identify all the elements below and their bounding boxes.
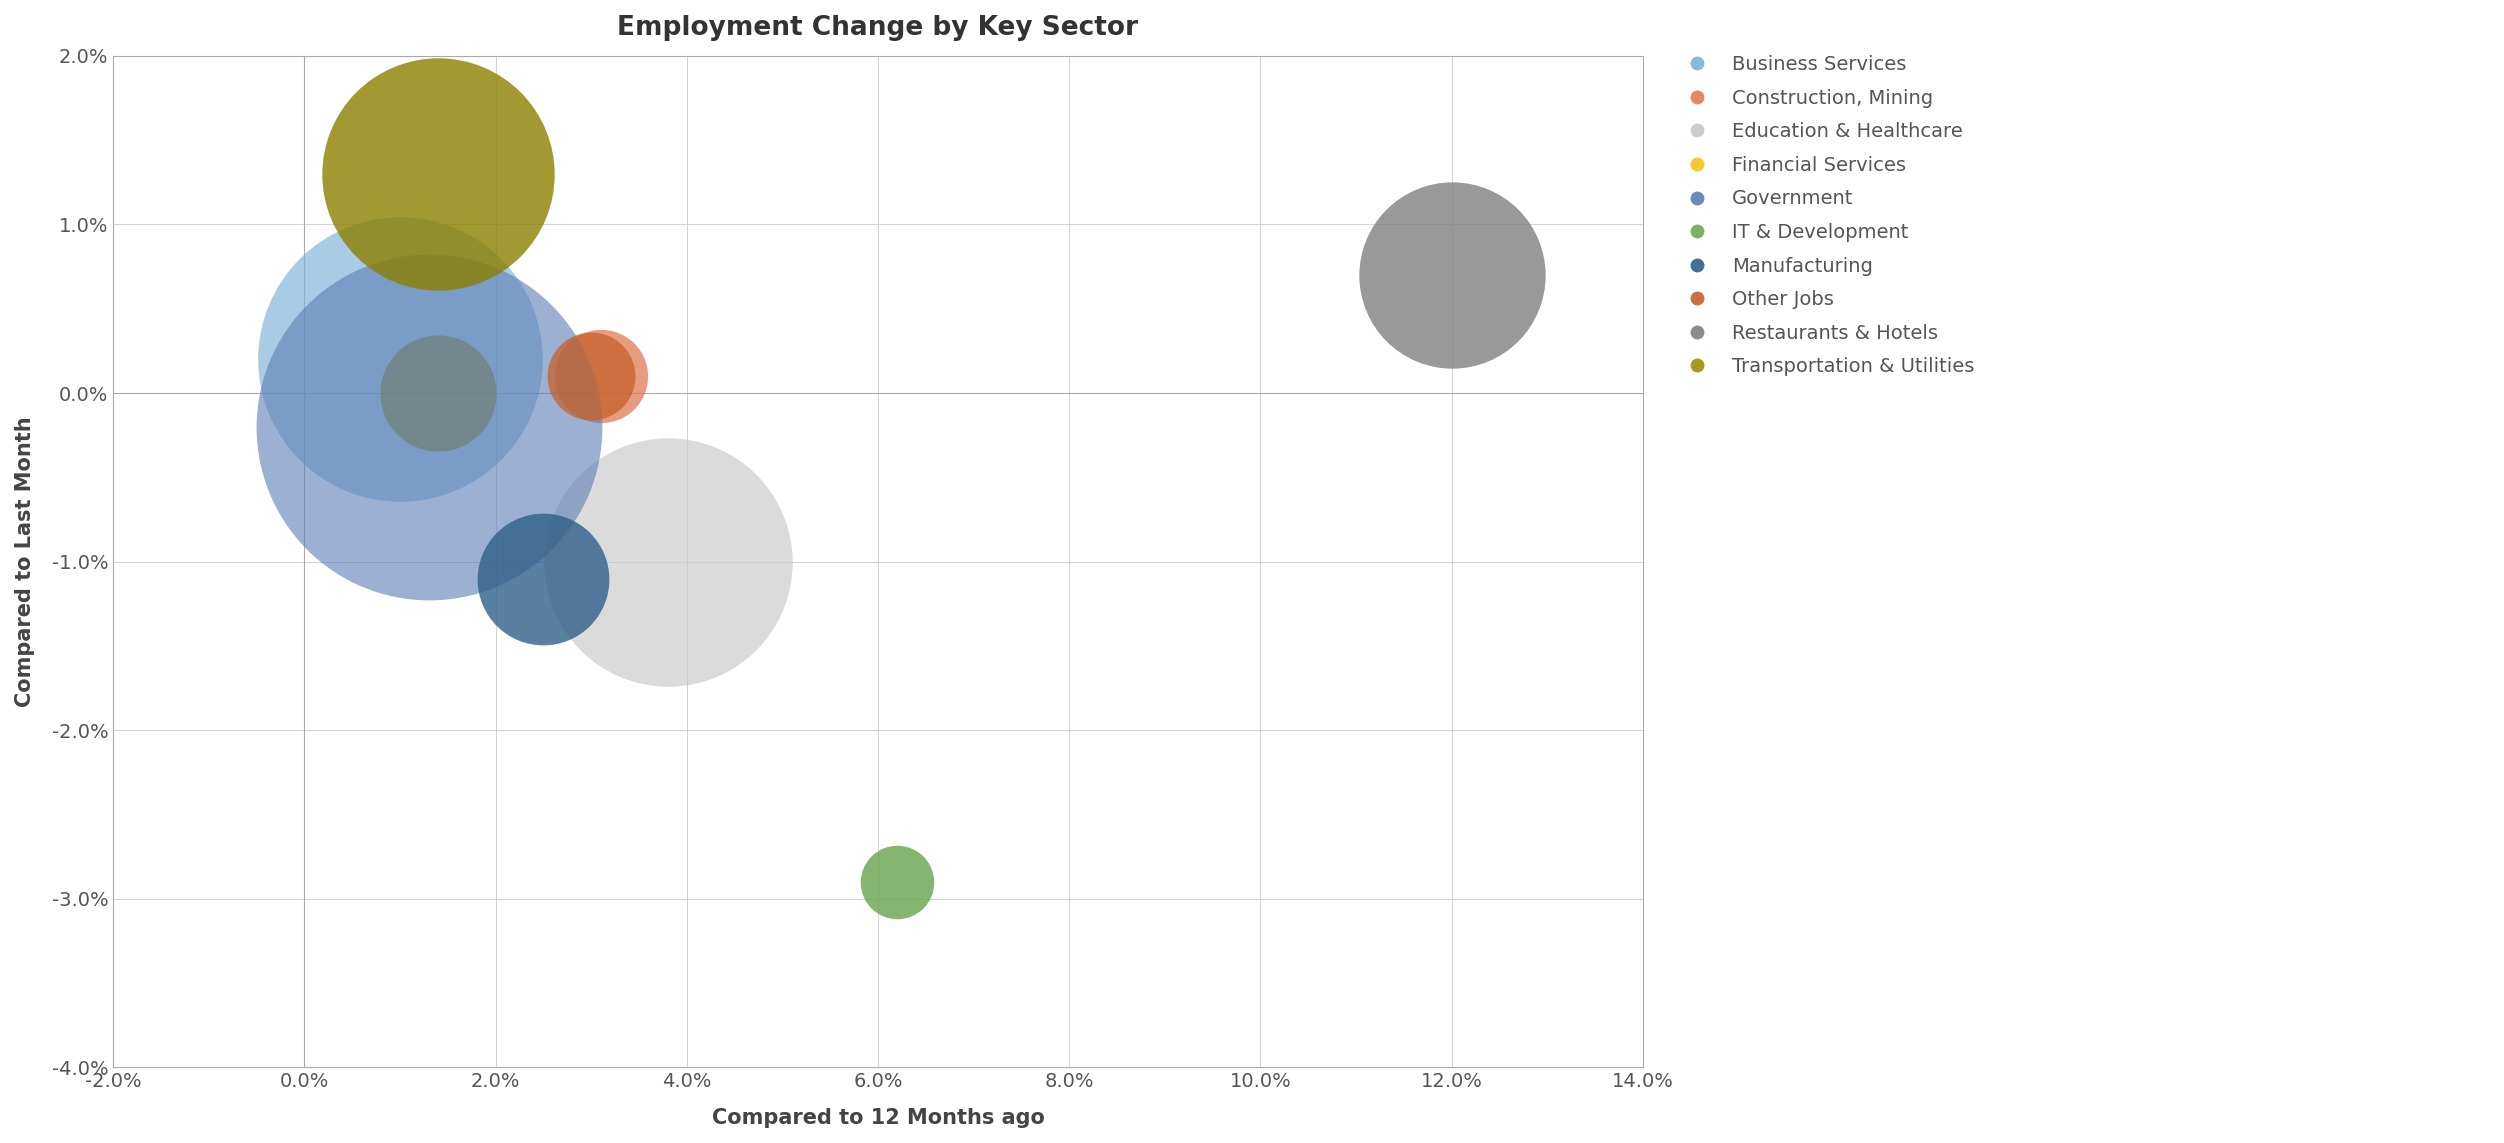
Point: [523, 569, 563, 588]
Point: [381, 350, 421, 368]
Point: [876, 873, 916, 892]
Point: [581, 367, 621, 385]
Point: [418, 384, 458, 402]
Y-axis label: Compared to Last Month: Compared to Last Month: [15, 416, 35, 708]
Legend: Business Services, Construction, Mining, Education & Healthcare, Financial Servi: Business Services, Construction, Mining,…: [1668, 46, 1983, 386]
Point: [571, 367, 611, 385]
X-axis label: Compared to 12 Months ago: Compared to 12 Months ago: [711, 1108, 1044, 1128]
Point: [649, 552, 689, 570]
Point: [418, 165, 458, 183]
Point: [1432, 266, 1472, 285]
Point: [408, 417, 448, 435]
Title: Employment Change by Key Sector: Employment Change by Key Sector: [618, 15, 1139, 41]
